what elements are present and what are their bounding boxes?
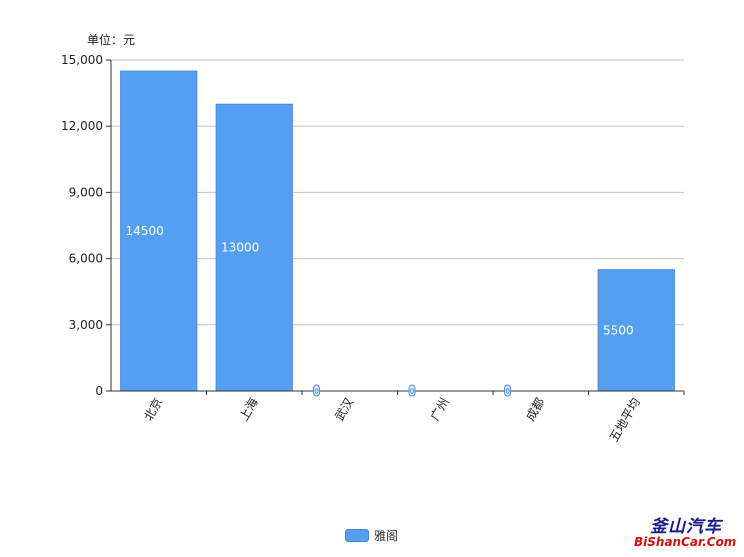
y-tick-label: 3,000 bbox=[69, 318, 103, 332]
data-labels: 14500 13000 0 0 0 5500 bbox=[126, 224, 634, 397]
watermark-url: BiShanCar.Com bbox=[634, 535, 737, 549]
x-tick-label: 五地平均 bbox=[607, 396, 643, 445]
zero-marker bbox=[313, 384, 321, 397]
legend-label: 雅阁 bbox=[374, 529, 399, 543]
y-tick-label: 6,000 bbox=[69, 252, 103, 266]
bar bbox=[597, 269, 675, 392]
data-label: 0 bbox=[410, 388, 414, 396]
data-label: 5500 bbox=[603, 323, 634, 337]
x-tick-label: 武汉 bbox=[332, 396, 356, 424]
legend-swatch bbox=[345, 529, 369, 542]
x-tick-labels: 北京 上海 武汉 广州 成都 五地平均 bbox=[141, 395, 643, 444]
y-tick-label: 12,000 bbox=[61, 119, 103, 133]
zero-marker bbox=[504, 384, 512, 397]
x-tick-label: 广州 bbox=[428, 396, 452, 424]
bar bbox=[215, 103, 293, 392]
zero-marker bbox=[408, 384, 416, 397]
unit-label: 单位：元 bbox=[87, 33, 136, 47]
data-label: 0 bbox=[314, 388, 318, 396]
y-tick-label: 9,000 bbox=[69, 185, 103, 199]
axes-layer bbox=[106, 59, 685, 395]
data-label: 0 bbox=[505, 388, 509, 396]
y-tick-labels: 0 3,000 6,000 9,000 12,000 15,000 bbox=[61, 53, 103, 398]
x-tick-label: 上海 bbox=[236, 395, 261, 423]
data-label: 14500 bbox=[126, 224, 164, 238]
legend[interactable]: 雅阁 bbox=[345, 527, 398, 544]
bar bbox=[120, 70, 198, 392]
y-tick-label: 0 bbox=[95, 384, 103, 398]
watermark-title: 釜山汽车 bbox=[650, 517, 722, 537]
watermark-logo: 釜山汽车 BiShanCar.Com bbox=[632, 512, 742, 556]
bars-layer bbox=[120, 70, 675, 392]
data-label: 13000 bbox=[221, 241, 259, 255]
x-tick-label: 北京 bbox=[141, 396, 165, 424]
grid-lines bbox=[111, 59, 684, 326]
x-tick-label: 成都 bbox=[523, 396, 547, 424]
y-tick-label: 15,000 bbox=[61, 53, 103, 67]
